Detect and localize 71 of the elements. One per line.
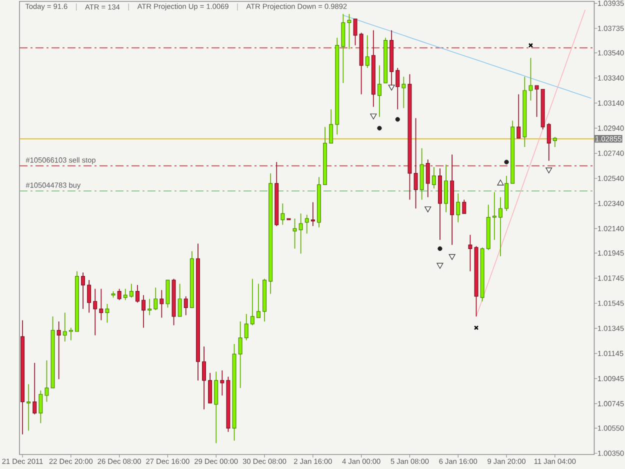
candlestick bbox=[444, 164, 448, 213]
point bbox=[395, 117, 400, 122]
point bbox=[424, 206, 432, 212]
point bbox=[438, 246, 442, 251]
candlestick bbox=[184, 296, 188, 316]
point bbox=[546, 168, 552, 174]
candlestick bbox=[456, 192, 460, 223]
candlestick bbox=[117, 288, 122, 301]
candlestick bbox=[516, 94, 521, 139]
candlestick bbox=[534, 85, 539, 118]
candlestick bbox=[353, 18, 358, 46]
point bbox=[377, 126, 382, 130]
point bbox=[497, 180, 504, 186]
candlestick bbox=[468, 234, 472, 272]
candlestick bbox=[329, 108, 334, 144]
candlestick bbox=[202, 346, 206, 410]
candlestick bbox=[280, 203, 285, 226]
point bbox=[388, 84, 395, 90]
candlestick bbox=[546, 122, 551, 162]
candlestick bbox=[238, 321, 242, 388]
candlestick bbox=[432, 166, 436, 189]
candlestick bbox=[256, 283, 260, 318]
candlestick bbox=[396, 67, 400, 110]
candlestick bbox=[44, 360, 49, 402]
candlestick bbox=[87, 280, 92, 314]
candlestick bbox=[250, 278, 254, 326]
point bbox=[528, 42, 534, 48]
candlestick bbox=[347, 13, 352, 50]
candlestick bbox=[377, 64, 382, 118]
candlestick bbox=[244, 313, 248, 341]
candlestick bbox=[304, 214, 309, 234]
candlestick bbox=[123, 288, 128, 301]
candlestick bbox=[62, 312, 67, 342]
candlestick bbox=[492, 192, 496, 240]
candlestick bbox=[68, 327, 73, 341]
candlestick bbox=[365, 34, 370, 68]
candlestick bbox=[129, 283, 134, 298]
candlestick bbox=[38, 390, 43, 424]
candlestick bbox=[208, 372, 212, 404]
point bbox=[504, 160, 509, 164]
candlestick bbox=[142, 294, 146, 328]
candlestick bbox=[552, 136, 557, 148]
candlestick bbox=[414, 118, 418, 209]
candlestick bbox=[292, 218, 297, 250]
candlestick bbox=[310, 202, 315, 227]
candlestick bbox=[26, 384, 31, 432]
candlestick bbox=[93, 288, 98, 336]
point bbox=[436, 262, 444, 269]
point bbox=[448, 254, 456, 260]
point bbox=[474, 325, 479, 330]
candlestick bbox=[81, 272, 86, 310]
point bbox=[370, 114, 377, 120]
candlestick bbox=[148, 298, 152, 316]
candlestick bbox=[341, 13, 346, 84]
candlestick bbox=[214, 371, 218, 444]
candlestick bbox=[462, 199, 466, 214]
candlestick bbox=[154, 287, 158, 311]
candlestick bbox=[160, 290, 164, 318]
candlestick bbox=[166, 280, 170, 308]
candlestick bbox=[99, 288, 104, 321]
candlestick bbox=[135, 284, 140, 304]
candlestick bbox=[56, 321, 61, 380]
candlestick bbox=[32, 362, 37, 415]
candlestick bbox=[220, 370, 224, 396]
candlestick bbox=[298, 213, 303, 254]
candlestick bbox=[402, 76, 406, 109]
candlestick bbox=[426, 159, 430, 198]
candlestick bbox=[105, 303, 110, 324]
candlestick bbox=[498, 196, 502, 257]
candlestick bbox=[178, 283, 182, 317]
candlestick bbox=[528, 57, 533, 101]
